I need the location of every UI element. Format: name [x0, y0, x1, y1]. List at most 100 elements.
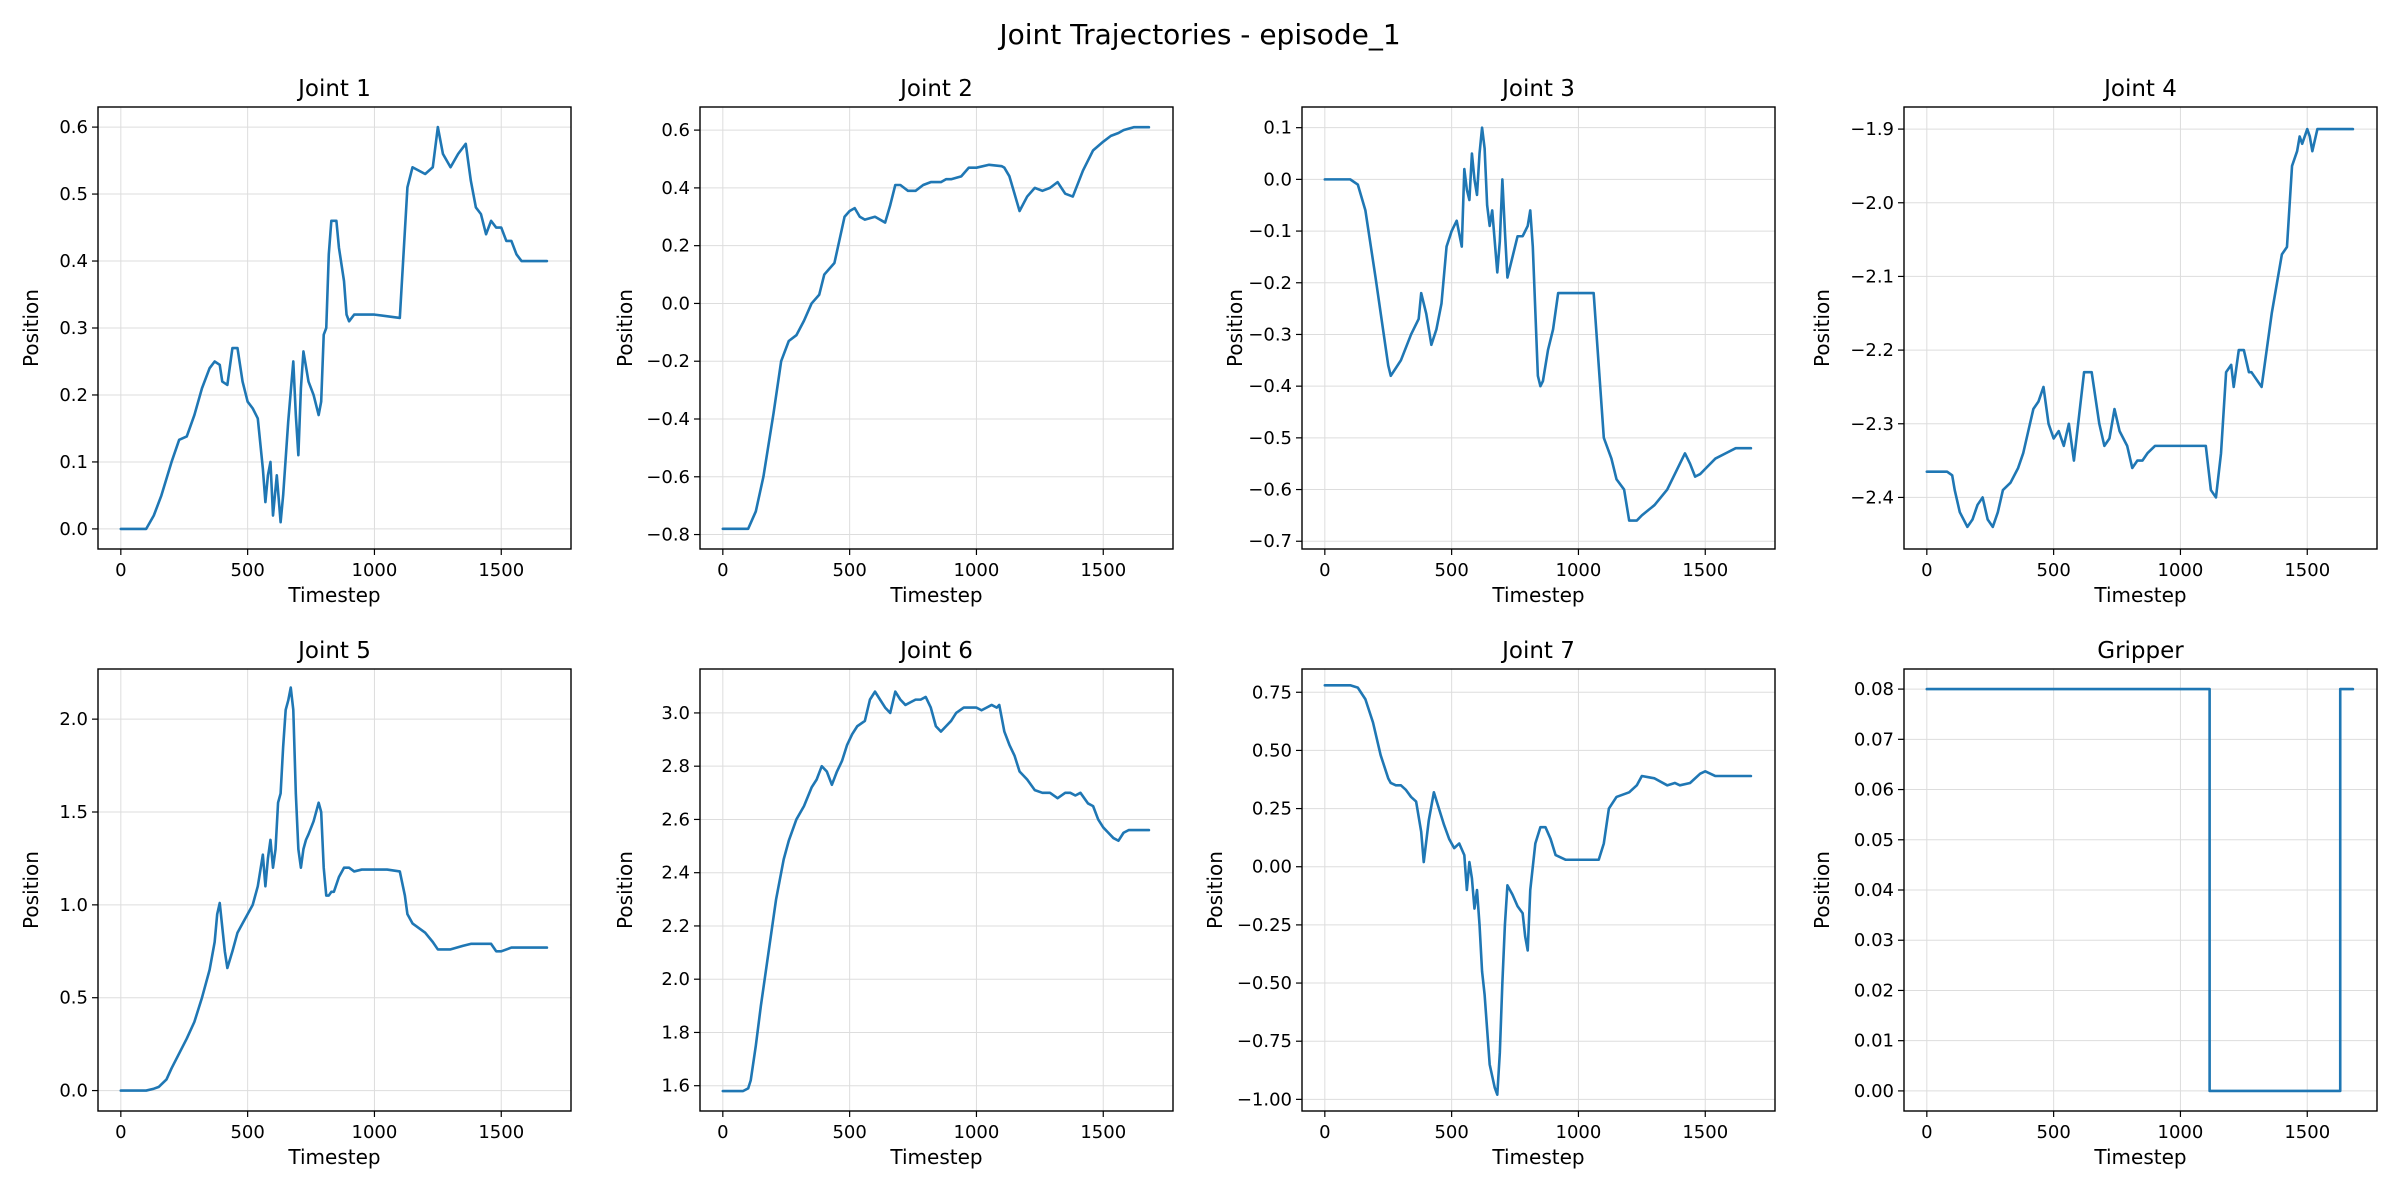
x-tick-label: 1500: [478, 560, 524, 581]
y-tick-label: −2.3: [1850, 414, 1894, 435]
x-tick-label: 0: [1319, 560, 1330, 581]
axes-frame: [1903, 106, 2378, 550]
y-tick-label: 0.04: [1854, 880, 1894, 901]
x-tick-label: 1500: [1080, 560, 1126, 581]
x-tick-label: 0: [1921, 1122, 1932, 1143]
y-axis-label: Position: [1810, 851, 1834, 929]
y-tick-label: −1.9: [1850, 119, 1894, 140]
y-tick-label: 1.0: [59, 895, 88, 916]
y-tick-label: 1.8: [661, 1022, 690, 1043]
y-tick-label: −0.6: [1248, 480, 1292, 501]
x-tick-label: 1000: [1556, 1122, 1602, 1143]
axes-frame: [1301, 668, 1776, 1112]
subplot-joint-2: 0 500 1000 1500 −0.8 −0.6 −0.4 −0.2 0.0 0.2 0.4 0.6…: [613, 76, 1174, 607]
x-tick-label: 1000: [352, 560, 398, 581]
x-tick-label: 500: [2036, 1122, 2070, 1143]
x-tick-label: 1500: [2284, 560, 2330, 581]
subplot-joint-6: 0 500 1000 1500 1.6 1.8 2.0 2.2 2.4 2.6 2.8 3.0 Join…: [613, 638, 1174, 1169]
y-tick-label: 0.1: [59, 452, 88, 473]
y-tick-label: −0.4: [1248, 376, 1292, 397]
x-tick-label: 1000: [954, 560, 1000, 581]
y-axis-label: Position: [1203, 851, 1227, 929]
figure-title: Joint Trajectories - episode_1: [997, 18, 1400, 51]
y-tick-label: −0.6: [646, 467, 690, 488]
series-line: [721, 125, 1151, 531]
axes-frame: [1301, 106, 1776, 550]
series-line: [1925, 687, 2355, 1093]
subplot-title: Joint 1: [296, 76, 371, 102]
y-tick-label: 0.25: [1252, 799, 1292, 820]
series-line: [119, 686, 549, 1092]
subplot-title: Joint 2: [898, 76, 973, 102]
y-tick-label: 0.0: [59, 519, 88, 540]
x-tick-label: 500: [230, 560, 264, 581]
y-tick-label: −1.00: [1237, 1089, 1292, 1110]
y-tick-label: −0.4: [646, 409, 690, 430]
x-axis-label: Timestep: [2093, 583, 2186, 607]
y-tick-label: 0.1: [1263, 118, 1292, 139]
y-tick-label: 0.02: [1854, 980, 1894, 1001]
x-axis-label: Timestep: [287, 583, 380, 607]
y-tick-label: −0.25: [1237, 915, 1292, 936]
y-tick-label: −0.75: [1237, 1031, 1292, 1052]
series-line: [721, 690, 1151, 1093]
x-tick-label: 1500: [1080, 1122, 1126, 1143]
x-axis-label: Timestep: [1491, 1145, 1584, 1169]
y-tick-label: 0.75: [1252, 682, 1292, 703]
x-tick-label: 500: [1434, 1122, 1468, 1143]
y-tick-label: 0.08: [1854, 679, 1894, 700]
subplot-title: Joint 6: [898, 638, 973, 664]
y-tick-label: 0.01: [1854, 1031, 1894, 1052]
y-tick-label: −0.3: [1248, 324, 1292, 345]
x-tick-label: 1000: [352, 1122, 398, 1143]
series-line: [119, 125, 549, 531]
y-tick-label: 2.0: [661, 969, 690, 990]
y-tick-label: −0.7: [1248, 531, 1292, 552]
axes-frame: [699, 106, 1174, 550]
y-axis-label: Position: [613, 289, 637, 367]
x-tick-label: 500: [832, 560, 866, 581]
subplot-joint-1: 0 500 1000 1500 0.0 0.1 0.2 0.3 0.4 0.5 0.6 Joint 1…: [19, 76, 572, 607]
y-tick-label: −2.1: [1850, 266, 1894, 287]
x-tick-label: 0: [717, 1122, 728, 1143]
x-tick-label: 0: [115, 560, 126, 581]
y-tick-label: 0.2: [661, 236, 690, 257]
y-tick-label: −0.1: [1248, 221, 1292, 242]
y-axis-label: Position: [19, 851, 43, 929]
y-tick-label: 2.2: [661, 916, 690, 937]
axes-frame: [97, 668, 572, 1112]
y-tick-label: −0.5: [1248, 428, 1292, 449]
y-tick-label: 2.8: [661, 756, 690, 777]
y-tick-label: 0.0: [1263, 169, 1292, 190]
subplot-joint-3: 0 500 1000 1500 −0.7 −0.6 −0.5 −0.4 −0.3 −0.2 −0.1…: [1223, 76, 1776, 607]
y-tick-label: 2.0: [59, 709, 88, 730]
y-tick-label: −2.4: [1850, 487, 1894, 508]
y-axis-label: Position: [1223, 289, 1247, 367]
x-tick-label: 500: [2036, 560, 2070, 581]
y-axis-label: Position: [1810, 289, 1834, 367]
y-tick-label: 0.00: [1252, 857, 1292, 878]
x-tick-label: 1000: [2158, 560, 2204, 581]
series-line: [1323, 683, 1753, 1097]
y-tick-label: −0.2: [1248, 273, 1292, 294]
y-tick-label: 0.2: [59, 385, 88, 406]
y-tick-label: 1.5: [59, 802, 88, 823]
x-axis-label: Timestep: [889, 583, 982, 607]
x-tick-label: 1000: [2158, 1122, 2204, 1143]
axes-frame: [699, 668, 1174, 1112]
subplot-gripper: 0 500 1000 1500 0.00 0.01 0.02 0.03 0.04 0.05 0.06…: [1810, 638, 2378, 1169]
y-tick-label: 0.50: [1252, 740, 1292, 761]
y-tick-label: 0.07: [1854, 729, 1894, 750]
x-tick-label: 0: [1319, 1122, 1330, 1143]
y-tick-label: 3.0: [661, 703, 690, 724]
x-axis-label: Timestep: [287, 1145, 380, 1169]
y-tick-label: −0.8: [646, 525, 690, 546]
x-tick-label: 0: [1921, 560, 1932, 581]
x-tick-label: 500: [1434, 560, 1468, 581]
x-tick-label: 0: [115, 1122, 126, 1143]
y-tick-label: 0.5: [59, 988, 88, 1009]
y-tick-label: −0.2: [646, 351, 690, 372]
subplot-title: Joint 3: [1500, 76, 1575, 102]
y-tick-label: 0.4: [59, 251, 88, 272]
